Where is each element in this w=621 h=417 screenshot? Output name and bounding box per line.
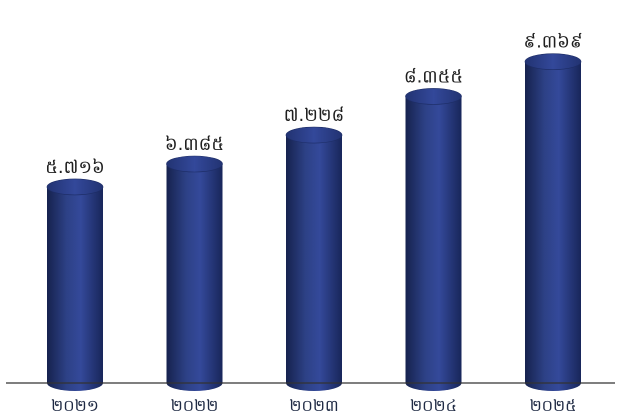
bar-5-top <box>524 53 582 70</box>
bar-4-top <box>405 88 462 105</box>
bar-4 <box>405 96 462 384</box>
bar-3-top <box>285 126 343 144</box>
x-tick-label-4: ២០២៤ <box>410 396 457 415</box>
x-tick-label-3: ២០២៣ <box>289 396 338 415</box>
x-tick-label-5: ២០២៥ <box>530 396 577 415</box>
data-label-3: ៧.២២៨ <box>284 105 344 126</box>
data-label-2: ៦.៣៨៥ <box>165 134 224 155</box>
bar-3 <box>286 135 342 383</box>
bar-2 <box>166 163 223 383</box>
data-label-1: ៥.៧១៦ <box>45 157 105 178</box>
data-label-5: ៩.៣៦៩ <box>523 32 582 53</box>
bar-1 <box>47 186 103 383</box>
x-tick-label-1: ២០២១ <box>51 396 99 415</box>
bars-group <box>46 53 582 391</box>
data-label-4: ៨.៣៥៥ <box>404 66 463 87</box>
bar-2-top <box>166 155 223 173</box>
bar-5 <box>525 61 581 383</box>
bar-1-top <box>46 178 104 196</box>
x-tick-label-2: ២០២២ <box>171 396 219 415</box>
